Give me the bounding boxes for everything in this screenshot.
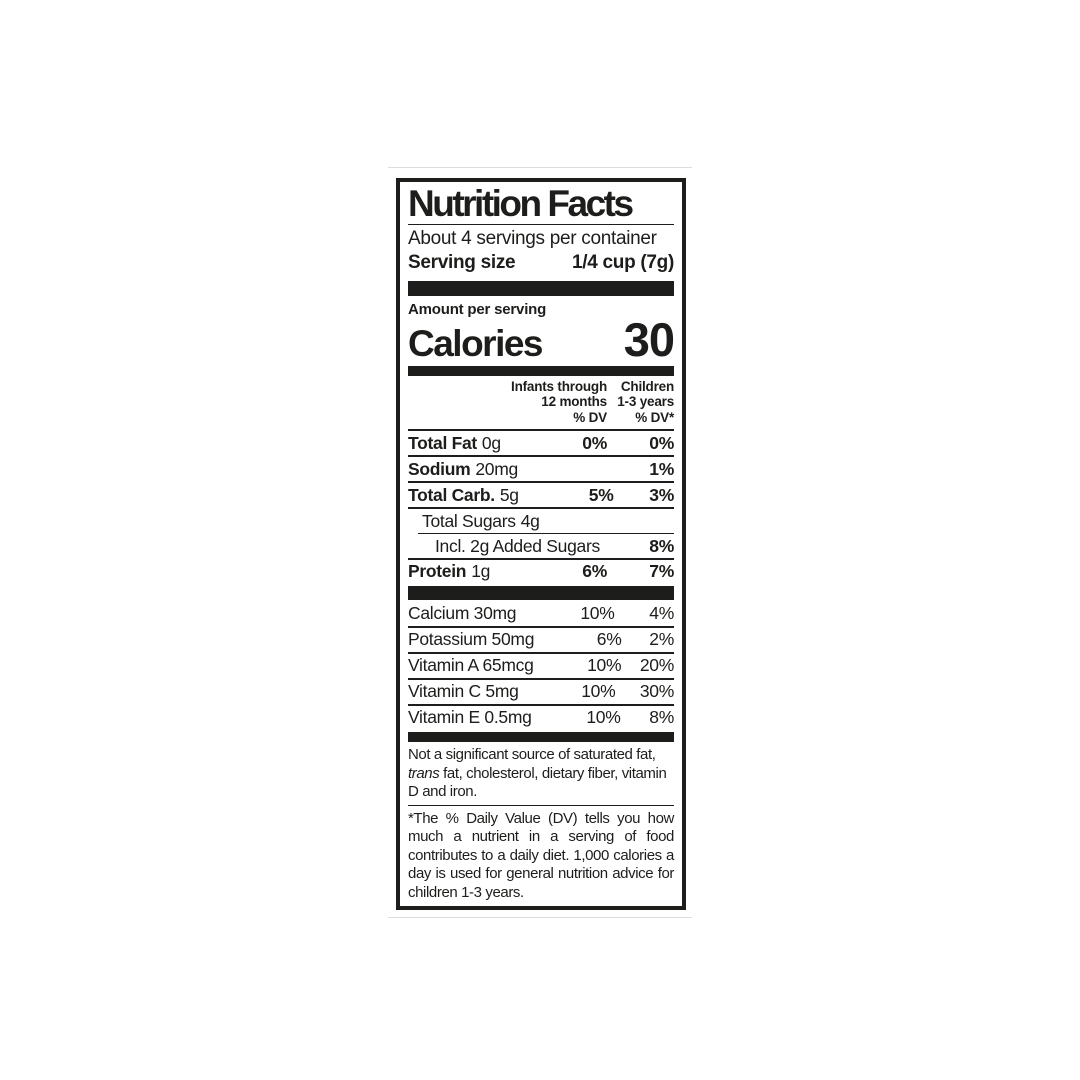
section-bar-calories	[408, 366, 674, 376]
micronutrient-name: Potassium 50mg	[408, 629, 535, 650]
footnote-text: fat, cholesterol, dietary fiber, vitamin…	[408, 764, 667, 801]
nutrient-amount: 0g	[481, 432, 501, 453]
nutrient-row-sodium: Sodium 20mg 1%	[408, 457, 674, 481]
row-divider	[408, 703, 674, 706]
dv-infants: 10%	[587, 655, 622, 676]
micronutrient-name: Calcium 30mg	[408, 603, 517, 624]
infants-line3: % DV	[573, 409, 607, 425]
dv-children: 7%	[649, 561, 674, 582]
infants-line2: 12 months	[541, 394, 607, 410]
micronutrient-row-vitamin-a: Vitamin A 65mcg 10% 20%	[408, 654, 674, 678]
column-header-infants: Infants through 12 months % DV	[502, 379, 607, 426]
dv-children: 0%	[649, 432, 674, 453]
row-divider	[408, 481, 674, 483]
nutrient-amount: 20mg	[475, 458, 518, 479]
row-divider	[408, 677, 674, 680]
dv-infants: 10%	[580, 603, 615, 624]
children-line3: % DV*	[635, 409, 674, 425]
dv-children: 30%	[639, 681, 674, 702]
nutrient-name: Sodium	[408, 458, 471, 479]
nutrient-row-total-carb: Total Carb. 5g 5% 3%	[408, 483, 674, 507]
dv-children: 20%	[639, 655, 674, 676]
dv-infants: 0%	[582, 432, 607, 453]
header-divider	[408, 429, 674, 432]
column-header-children: Children 1-3 years % DV*	[607, 379, 674, 426]
title-divider	[408, 224, 674, 225]
row-divider	[408, 558, 674, 560]
serving-size-label: Serving size	[408, 251, 516, 273]
dv-children: 8%	[649, 535, 674, 556]
children-line1: Children	[620, 378, 674, 394]
nutrient-name: Incl. 2g Added Sugars	[435, 535, 600, 556]
row-divider	[408, 455, 674, 458]
footnote-trans-italic: trans	[408, 764, 440, 782]
dv-children: 1%	[649, 458, 674, 479]
label-title: Nutrition Facts	[408, 183, 634, 224]
section-bar-top	[408, 280, 674, 297]
dv-children: 4%	[649, 603, 674, 624]
serving-size-row: Serving size 1/4 cup (7g)	[408, 251, 674, 281]
nutrient-name: Protein	[408, 561, 467, 582]
row-divider	[408, 507, 674, 509]
footnote-daily-value: *The % Daily Value (DV) tells you how mu…	[408, 809, 674, 901]
micronutrient-name: Vitamin A 65mcg	[408, 655, 534, 676]
dv-infants: 5%	[588, 484, 614, 505]
section-bar-micronutrients	[408, 586, 674, 600]
amount-per-serving: Amount per serving	[408, 301, 547, 319]
dv-children: 2%	[649, 629, 674, 650]
image-edge-line-top	[388, 167, 692, 168]
image-edge-line-bottom	[388, 917, 692, 918]
footnote-text: Not a significant source of saturated fa…	[408, 746, 656, 764]
calories-label: Calories	[408, 323, 544, 365]
footnote-divider	[408, 804, 674, 806]
row-divider	[408, 652, 674, 654]
micronutrient-row-calcium: Calcium 30mg 10% 4%	[408, 602, 674, 626]
dv-children: 3%	[649, 484, 674, 505]
row-divider	[408, 626, 674, 628]
nutrient-amount: 5g	[499, 484, 519, 505]
nutrient-row-added-sugars: Incl. 2g Added Sugars 8%	[408, 534, 674, 558]
servings-per-container: About 4 servings per container	[408, 227, 657, 249]
row-divider-indented	[418, 533, 674, 534]
dv-infants: 10%	[581, 681, 616, 702]
micronutrient-row-vitamin-c: Vitamin C 5mg 10% 30%	[408, 680, 674, 704]
dv-children: 8%	[649, 707, 674, 728]
nutrient-amount: 4g	[520, 510, 540, 531]
children-line2: 1-3 years	[617, 394, 674, 410]
micronutrient-name: Vitamin E 0.5mg	[408, 707, 532, 728]
dv-infants: 6%	[596, 629, 622, 650]
dv-infants: 10%	[586, 707, 621, 728]
section-bar-footnotes	[408, 731, 674, 743]
serving-size-value: 1/4 cup (7g)	[572, 251, 674, 273]
nutrient-row-total-fat: Total Fat 0g 0% 0%	[408, 431, 674, 455]
nutrient-name: Total Sugars	[422, 510, 516, 531]
micronutrient-name: Vitamin C 5mg	[408, 681, 519, 702]
nutrient-row-protein: Protein 1g 6% 7%	[408, 560, 674, 584]
infants-line1: Infants through	[511, 378, 607, 394]
micronutrient-row-potassium: Potassium 50mg 6% 2%	[408, 628, 674, 652]
footnote-not-significant: Not a significant source of saturated fa…	[408, 746, 674, 802]
calories-value: 30	[623, 313, 675, 367]
dv-infants: 6%	[582, 561, 607, 582]
nutrient-amount: 1g	[471, 561, 491, 582]
column-headers: Infants through 12 months % DV Children …	[408, 376, 674, 430]
nutrient-name: Total Carb.	[408, 484, 495, 505]
nutrient-row-total-sugars: Total Sugars 4g	[408, 509, 674, 533]
column-headers-spacer	[408, 379, 502, 426]
nutrition-facts-label: Nutrition Facts About 4 servings per con…	[396, 178, 686, 910]
calories-row: Calories 30	[408, 313, 675, 367]
micronutrient-row-vitamin-e: Vitamin E 0.5mg 10% 8%	[408, 706, 674, 730]
nutrient-name: Total Fat	[408, 432, 477, 453]
